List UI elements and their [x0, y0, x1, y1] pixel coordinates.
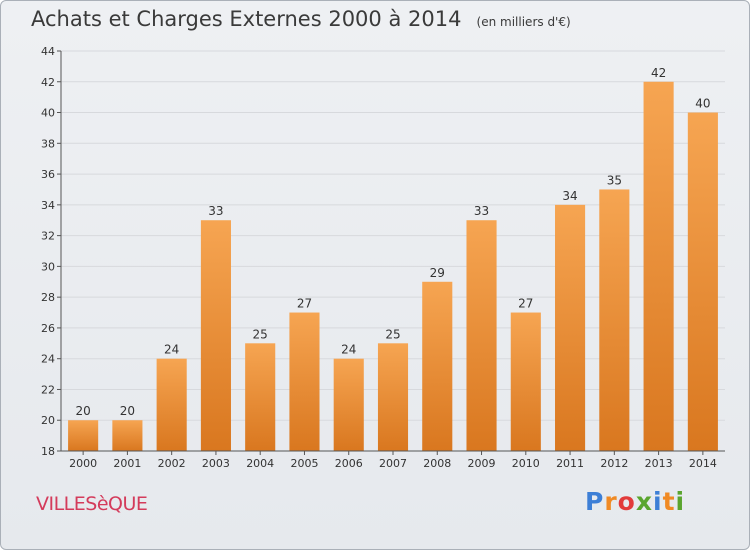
bar	[466, 220, 497, 451]
bar-value-label: 33	[208, 204, 223, 218]
logo-letter: i	[675, 487, 686, 516]
bar-value-label: 42	[651, 66, 666, 80]
bar	[555, 204, 586, 451]
chart-subtitle: (en milliers d'€)	[476, 15, 571, 29]
bar	[599, 189, 630, 451]
x-tick-label: 2004	[246, 457, 274, 470]
bar	[333, 358, 364, 451]
x-tick-label: 2006	[335, 457, 363, 470]
bar	[289, 312, 320, 451]
bar-value-label: 20	[120, 404, 135, 418]
logo-letter: r	[604, 487, 618, 516]
y-tick-label: 18	[41, 445, 55, 458]
bar	[377, 343, 409, 451]
y-tick-label: 32	[41, 230, 55, 243]
x-tick-label: 2005	[290, 457, 318, 470]
bar-value-label: 25	[385, 327, 400, 341]
x-tick-label: 2003	[202, 457, 230, 470]
bar	[112, 420, 143, 451]
x-tick-label: 2009	[468, 457, 496, 470]
bar	[687, 112, 718, 452]
y-tick-label: 24	[41, 353, 55, 366]
logo-letter: t	[662, 487, 676, 516]
y-tick-label: 34	[41, 199, 55, 212]
x-tick-label: 2002	[158, 457, 186, 470]
chart-title: Achats et Charges Externes 2000 à 2014	[31, 7, 462, 31]
bar-value-label: 25	[253, 327, 268, 341]
y-tick-label: 40	[41, 107, 55, 120]
x-tick-label: 2014	[689, 457, 717, 470]
bar-value-label: 27	[297, 297, 312, 311]
y-tick-label: 26	[41, 322, 55, 335]
bar-value-label: 34	[562, 189, 577, 203]
bar	[643, 81, 674, 452]
bar-value-label: 24	[341, 343, 356, 357]
logo-letter: o	[617, 487, 636, 516]
axes	[57, 50, 725, 455]
labels: 18 20 22 24 26 28 30 32 34 36 38 40 42 44 20 2000 20 2001…	[41, 45, 717, 470]
y-tick-label: 22	[41, 383, 55, 396]
bar-value-label: 40	[695, 97, 710, 111]
y-tick-label: 36	[41, 168, 55, 181]
bar	[156, 358, 187, 451]
title-block: Achats et Charges Externes 2000 à 2014 (…	[31, 7, 571, 31]
bars	[68, 81, 718, 452]
bar	[422, 281, 453, 451]
y-tick-label: 30	[41, 260, 55, 273]
x-tick-label: 2010	[512, 457, 540, 470]
x-tick-label: 2011	[556, 457, 584, 470]
x-tick-label: 2001	[113, 457, 141, 470]
y-tick-label: 38	[41, 137, 55, 150]
x-tick-label: 2013	[645, 457, 673, 470]
x-tick-label: 2012	[600, 457, 628, 470]
bar	[510, 312, 541, 451]
bar	[68, 420, 99, 451]
x-tick-label: 2000	[69, 457, 97, 470]
y-tick-label: 20	[41, 414, 55, 427]
bar-value-label: 20	[75, 404, 90, 418]
commune-name: VILLESèQUE	[36, 493, 148, 515]
logo-letter: i	[653, 487, 663, 516]
x-tick-label: 2008	[423, 457, 451, 470]
bar	[200, 220, 231, 451]
y-tick-label: 28	[41, 291, 55, 304]
y-tick-label: 42	[41, 76, 55, 89]
bar	[245, 343, 276, 451]
logo-letter: x	[635, 487, 653, 516]
proxiti-logo[interactable]: Proxiti	[585, 487, 685, 516]
bar-value-label: 33	[474, 204, 489, 218]
bar-value-label: 27	[518, 297, 533, 311]
bar-value-label: 29	[430, 266, 445, 280]
logo-letter: P	[585, 487, 605, 516]
x-tick-label: 2007	[379, 457, 407, 470]
bar-value-label: 24	[164, 343, 179, 357]
bar-value-label: 35	[607, 173, 622, 187]
y-tick-label: 44	[41, 45, 55, 58]
